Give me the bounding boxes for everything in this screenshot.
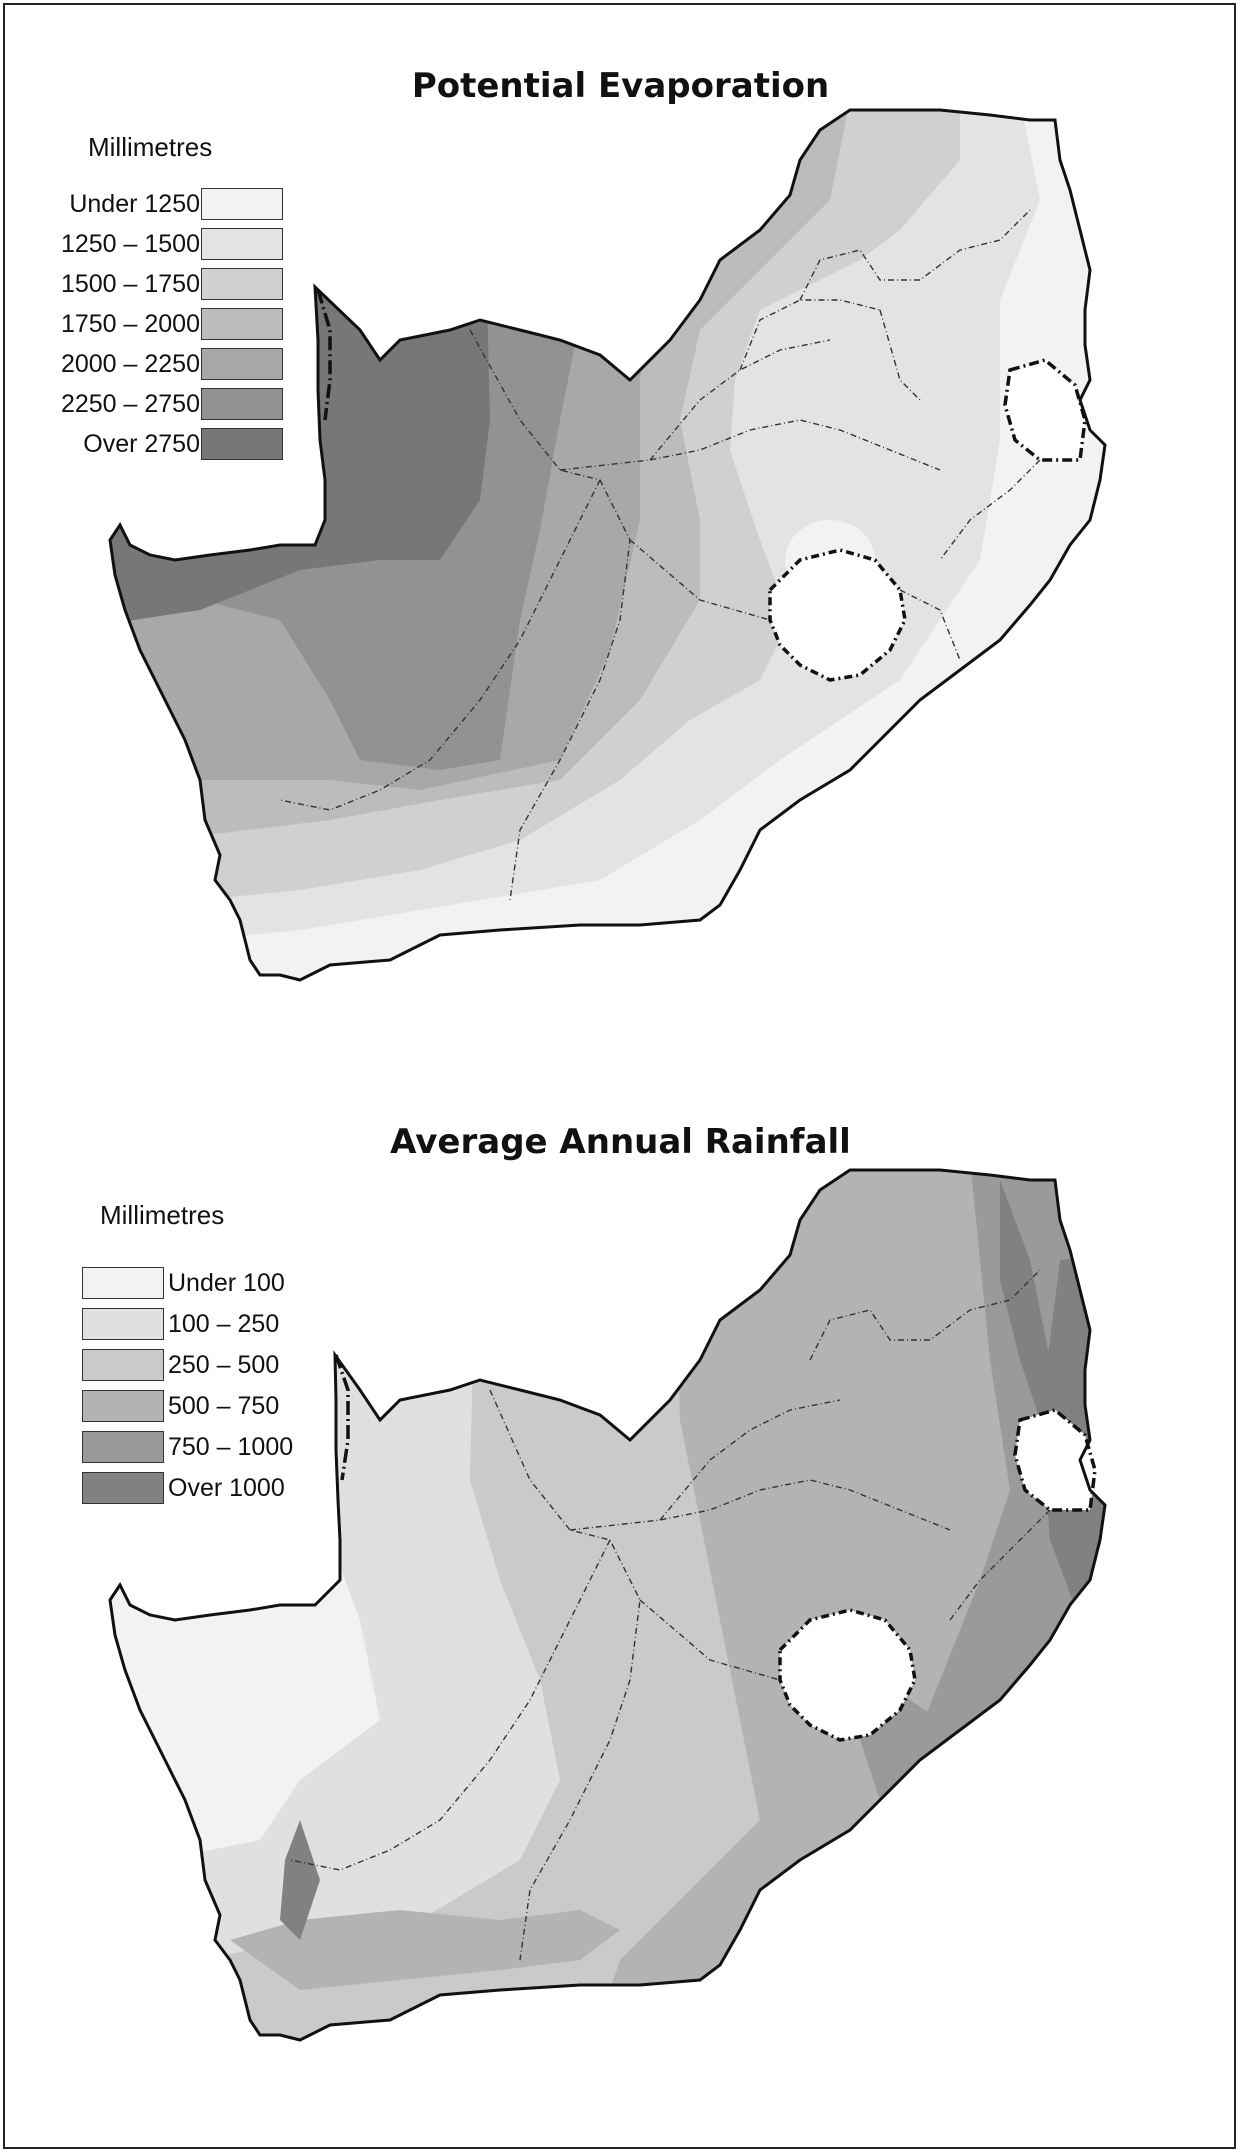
legend-label: 500 – 750 — [168, 1392, 280, 1420]
legend-label: 750 – 1000 — [168, 1433, 294, 1461]
legend-label: Over 1000 — [168, 1474, 285, 1502]
evaporation-legend-unit: Millimetres — [88, 132, 213, 162]
legend-label: 2250 – 2750 — [60, 390, 200, 418]
legend-swatch — [201, 188, 283, 220]
legend-swatch — [82, 1308, 164, 1340]
evaporation-map-title: Potential Evaporation — [411, 66, 830, 106]
legend-swatch — [201, 428, 283, 460]
legend-swatch — [201, 388, 283, 420]
rainfall-legend-unit: Millimetres — [100, 1200, 225, 1230]
figure-frame — [3, 3, 1236, 2149]
legend-swatch — [201, 308, 283, 340]
legend-label: Over 2750 — [83, 430, 200, 458]
legend-label: 250 – 500 — [168, 1351, 280, 1379]
legend-swatch — [82, 1472, 164, 1504]
legend-label: 1250 – 1500 — [60, 230, 200, 258]
legend-swatch — [82, 1431, 164, 1463]
rainfall-map — [108, 1168, 1107, 2042]
rainfall-map-title: Average Annual Rainfall — [390, 1122, 851, 1162]
legend-swatch — [82, 1349, 164, 1381]
legend-swatch — [201, 348, 283, 380]
legend-label: Under 1250 — [69, 190, 200, 218]
legend-label: 2000 – 2250 — [60, 350, 200, 378]
legend-swatch — [82, 1267, 164, 1299]
legend-swatch — [201, 228, 283, 260]
legend-swatch — [201, 268, 283, 300]
legend-label: 100 – 250 — [168, 1310, 280, 1338]
legend-label: Under 100 — [168, 1269, 285, 1297]
legend-swatch — [82, 1390, 164, 1422]
legend-label: 1500 – 1750 — [60, 270, 200, 298]
legend-label: 1750 – 2000 — [60, 310, 200, 338]
